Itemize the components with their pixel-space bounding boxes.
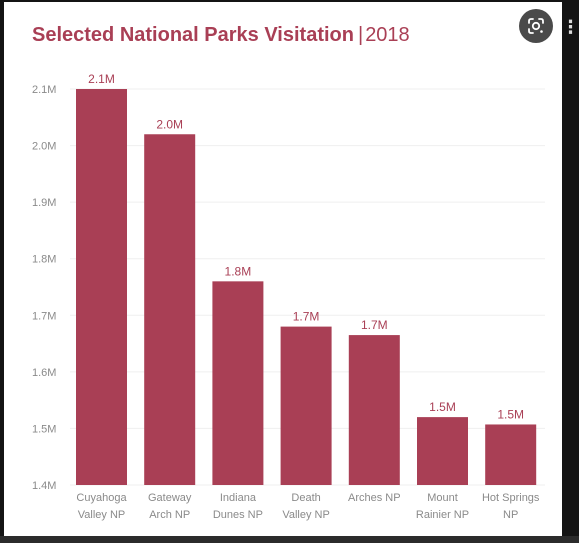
y-tick-label: 1.9M (32, 197, 56, 209)
x-tick-label: Valley NP (78, 509, 125, 521)
y-tick-label: 1.7M (32, 310, 56, 322)
y-tick-label: 1.6M (32, 367, 56, 379)
y-tick-label: 2.1M (32, 84, 56, 96)
data-label: 1.7M (361, 318, 388, 332)
x-tick-label: Valley NP (282, 509, 329, 521)
x-tick-label: Arches NP (348, 492, 401, 504)
lens-button[interactable] (519, 9, 553, 43)
bar (348, 335, 400, 485)
x-tick-label: NP (503, 509, 518, 521)
x-tick-label: Mount (427, 492, 458, 504)
x-tick-label: Dunes NP (213, 509, 263, 521)
data-label: 2.1M (88, 72, 115, 86)
y-tick-label: 2.0M (32, 141, 56, 153)
chart-title-main: Selected National Parks Visitation (32, 24, 354, 46)
bar (212, 281, 264, 485)
bar (417, 417, 468, 485)
y-tick-label: 1.5M (32, 423, 56, 435)
x-tick-label: Indiana (220, 492, 257, 504)
y-tick-label: 1.8M (32, 254, 56, 266)
chart-title: Selected National Parks Visitation | 2018 (32, 20, 410, 50)
x-tick-label: Cuyahoga (76, 492, 127, 504)
bar (280, 326, 332, 485)
chart-title-separator: | (357, 24, 364, 46)
x-tick-label: Death (291, 492, 320, 504)
google-lens-icon (528, 18, 544, 34)
data-label: 1.8M (225, 264, 252, 278)
data-label: 1.5M (429, 400, 456, 414)
more-options-button[interactable]: ⋮ (562, 12, 579, 42)
data-label: 1.7M (293, 310, 320, 324)
bar (485, 424, 537, 485)
x-tick-label: Arch NP (149, 509, 190, 521)
chart-title-year: 2018 (365, 24, 410, 46)
x-tick-label: Rainier NP (416, 509, 469, 521)
x-tick-label: Hot Springs (482, 492, 540, 504)
bar (76, 89, 127, 485)
bottom-strip (0, 536, 579, 543)
y-tick-label: 1.4M (32, 480, 56, 492)
data-label: 1.5M (497, 407, 524, 421)
data-label: 2.0M (156, 117, 183, 131)
x-tick-label: Gateway (148, 492, 192, 504)
bar (144, 134, 196, 485)
vertical-ellipsis-icon: ⋮ (561, 16, 579, 37)
